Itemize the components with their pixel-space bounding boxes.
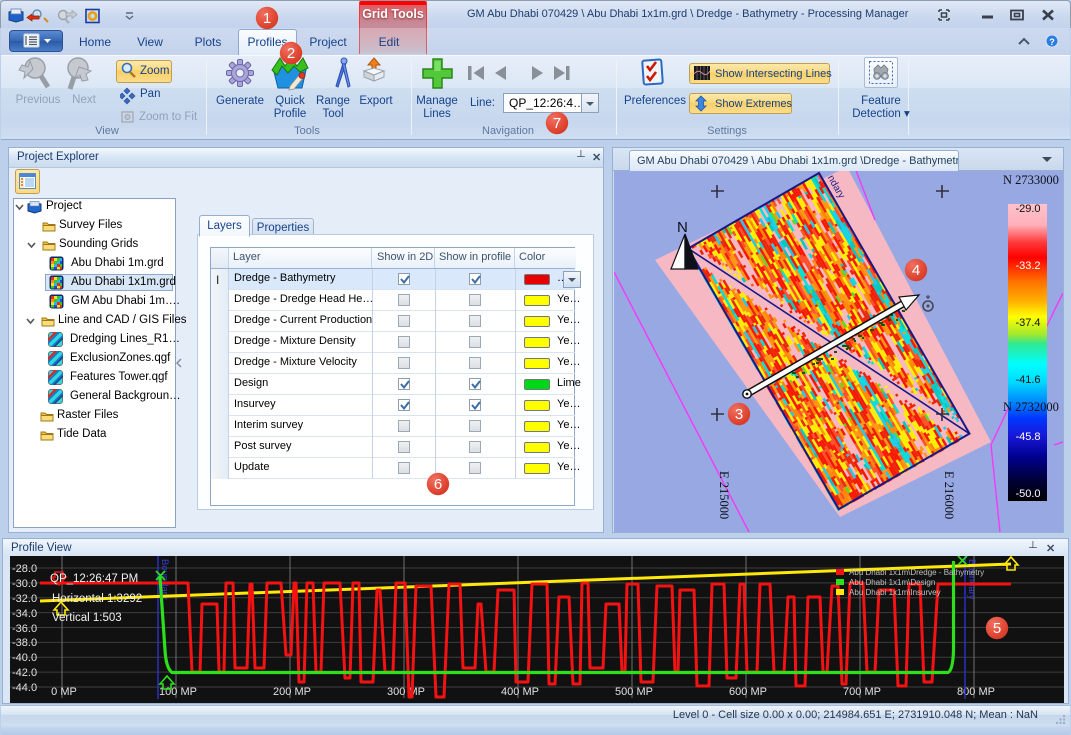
- svg-text:-44.0: -44.0: [12, 682, 37, 694]
- svg-text:Vertical 1:503: Vertical 1:503: [52, 612, 122, 624]
- svg-text:-38.0: -38.0: [12, 637, 37, 649]
- svg-text:N 2733000: N 2733000: [1003, 173, 1059, 187]
- svg-text:700 MP: 700 MP: [843, 686, 881, 698]
- svg-text:4: 4: [912, 262, 920, 279]
- svg-text:N 2732000: N 2732000: [1003, 400, 1059, 414]
- svg-text:-28.0: -28.0: [12, 563, 37, 575]
- svg-text:400 MP: 400 MP: [501, 686, 539, 698]
- svg-text:100 MP: 100 MP: [159, 686, 197, 698]
- svg-text:Abu Dhabi 1x1m\Design: Abu Dhabi 1x1m\Design: [849, 578, 935, 587]
- svg-text:-33.2: -33.2: [1015, 260, 1040, 272]
- svg-text:-37.4: -37.4: [1015, 317, 1040, 329]
- svg-text:5: 5: [993, 620, 1001, 637]
- svg-text:N: N: [677, 219, 688, 236]
- svg-text:1: 1: [263, 10, 271, 27]
- svg-text:E 216000: E 216000: [942, 471, 956, 519]
- svg-text:QP_12:26:47 PM: QP_12:26:47 PM: [50, 573, 138, 585]
- svg-text:-41.6: -41.6: [1015, 374, 1040, 386]
- svg-text:300 MP: 300 MP: [387, 686, 425, 698]
- svg-text:7: 7: [553, 115, 561, 132]
- svg-text:-36.0: -36.0: [12, 623, 37, 635]
- svg-text:200 MP: 200 MP: [273, 686, 311, 698]
- svg-text:E 215000: E 215000: [717, 471, 731, 519]
- svg-text:800 MP: 800 MP: [957, 686, 995, 698]
- svg-text:600 MP: 600 MP: [729, 686, 767, 698]
- svg-text:0 MP: 0 MP: [51, 686, 77, 698]
- svg-text:-29.0: -29.0: [1015, 203, 1040, 215]
- svg-text:-42.0: -42.0: [12, 667, 37, 679]
- svg-text:Boundary: Boundary: [966, 559, 977, 600]
- svg-text:3: 3: [735, 406, 743, 423]
- svg-text:2: 2: [287, 45, 295, 62]
- svg-text:6: 6: [434, 476, 442, 493]
- svg-text:-50.0: -50.0: [1015, 488, 1040, 500]
- svg-text:-40.0: -40.0: [12, 652, 37, 664]
- svg-text:-32.0: -32.0: [12, 593, 37, 605]
- svg-text:Horizontal 1:3292: Horizontal 1:3292: [52, 593, 142, 605]
- svg-text:-30.0: -30.0: [12, 578, 37, 590]
- svg-text:-34.0: -34.0: [12, 608, 37, 620]
- svg-text:Abu Dhabi 1x1m\Insurvey: Abu Dhabi 1x1m\Insurvey: [849, 588, 941, 597]
- svg-text:500 MP: 500 MP: [615, 686, 653, 698]
- svg-text:?: ?: [1049, 37, 1055, 47]
- svg-text:-45.8: -45.8: [1015, 431, 1040, 443]
- svg-text:Abu Dhabi 1x1m\Dredge - Bathym: Abu Dhabi 1x1m\Dredge - Bathymetry: [849, 568, 984, 577]
